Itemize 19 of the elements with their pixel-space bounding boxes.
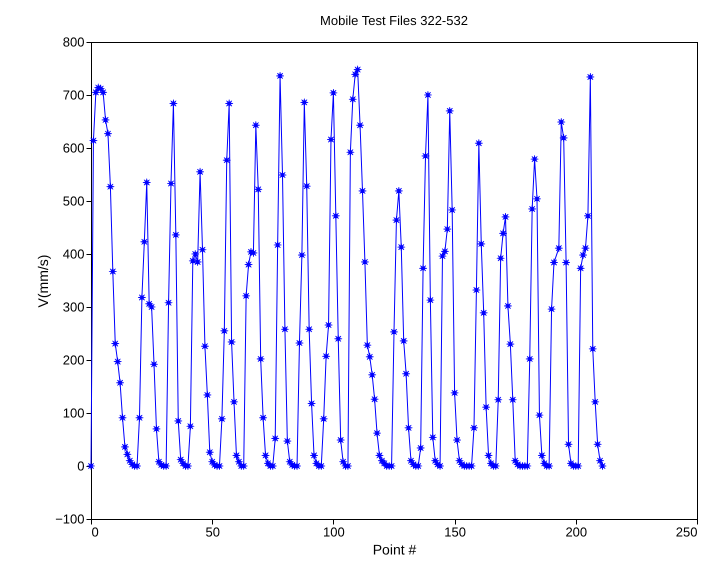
y-tick-label: 100 — [62, 406, 84, 420]
x-axis-title: Point # — [372, 542, 417, 558]
y-tick-label: 400 — [62, 246, 84, 262]
x-tick-label: 250 — [676, 524, 698, 540]
x-tick-label: 150 — [444, 524, 466, 540]
y-tick-label: 700 — [62, 88, 84, 102]
x-tick-label: 100 — [323, 524, 345, 540]
y-tick-label: 300 — [62, 300, 84, 314]
x-tick-label: 50 — [205, 524, 220, 540]
y-tick-label: 800 — [62, 34, 84, 50]
y-tick-label: 200 — [62, 352, 84, 368]
chart-title: Mobile Test Files 322-532 — [320, 13, 468, 28]
y-tick-label: 0 — [77, 458, 84, 474]
x-tick-label: 200 — [565, 524, 588, 540]
y-axis-title: V(mm/s) — [35, 254, 52, 308]
y-tick-label: −100 — [55, 512, 84, 526]
y-tick-label: 600 — [62, 140, 84, 156]
y-tick-label: 500 — [62, 194, 84, 208]
x-tick-label: 0 — [92, 524, 99, 540]
